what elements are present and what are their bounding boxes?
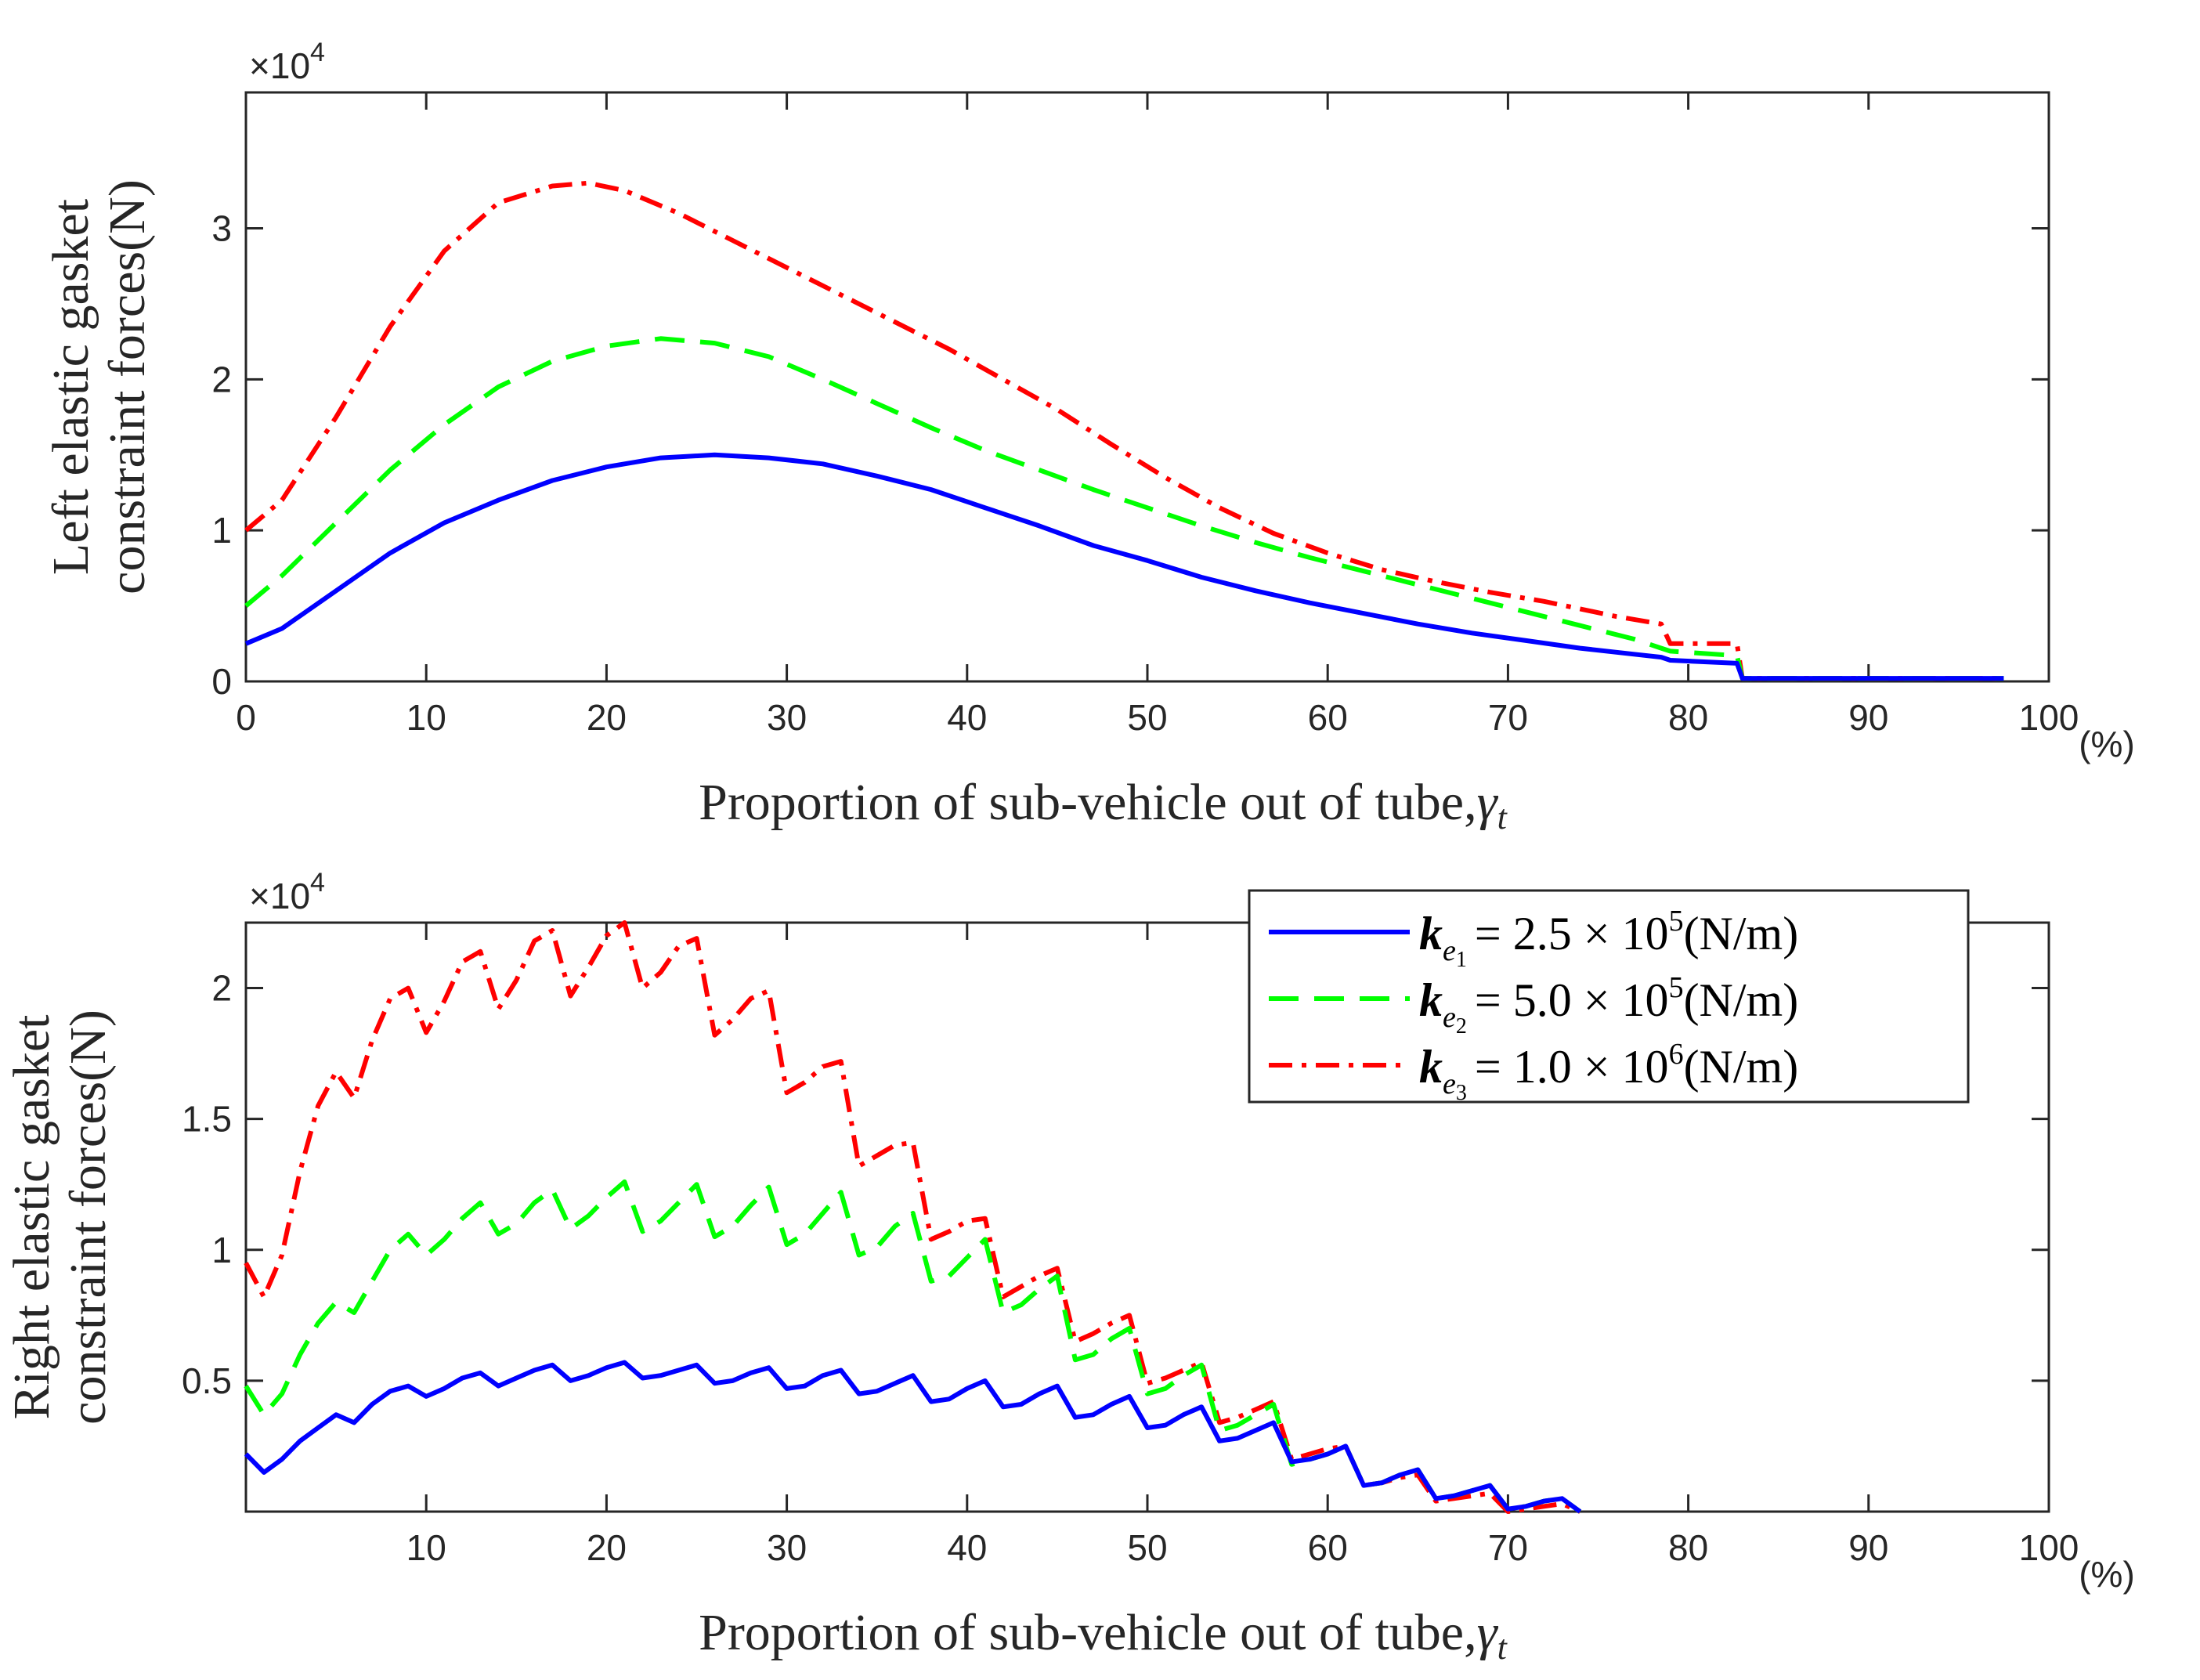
bottom-x-tick-label: 90 — [1848, 1527, 1888, 1568]
legend: ke1= 2.5 × 105(N/m) ke2= 5.0 × 105(N/m) … — [1248, 889, 1970, 1105]
bottom-y-exponent: ×104 — [249, 868, 325, 916]
top-x-ticks: 0 10 20 30 40 50 60 70 80 90 100 — [236, 92, 2079, 738]
bottom-series-lines — [244, 920, 1582, 1514]
bottom-x-ticks: 10 20 30 40 50 60 70 80 90 100 — [406, 923, 2079, 1568]
bottom-series-ke3-line — [244, 920, 1581, 1514]
bottom-y-tick-label: 2 — [211, 968, 232, 1009]
top-y-tick-label: 3 — [211, 208, 232, 249]
bottom-y-axis-title-line1: Right elastic gasket — [3, 1015, 60, 1420]
bottom-x-tick-label: 70 — [1488, 1527, 1528, 1568]
top-x-tick-label: 80 — [1668, 697, 1708, 738]
top-series-lines — [244, 180, 2004, 681]
bottom-panel: 10 20 30 40 50 60 70 80 90 100 0.5 1 1.5 2 ×104 Prop… — [3, 868, 2135, 1667]
top-x-tick-label: 90 — [1848, 697, 1888, 738]
bottom-x-tick-label: 10 — [406, 1527, 446, 1568]
top-y-axis-title-line1: Left elastic gasket — [42, 199, 99, 575]
top-plot-area — [244, 91, 2050, 683]
top-y-ticks: 0 1 2 3 — [211, 208, 2049, 702]
top-y-axis-title-line2: constraint forces(N) — [99, 179, 156, 594]
bottom-y-tick-label: 1 — [211, 1230, 232, 1270]
top-series-ke2-line — [244, 336, 2004, 681]
top-y-tick-label: 0 — [211, 661, 232, 702]
bottom-y-axis-title-line2: constraint forces(N) — [60, 1010, 117, 1425]
top-x-tick-label: 20 — [587, 697, 627, 738]
top-panel: 0 10 20 30 40 50 60 70 80 90 100 0 1 2 3 ×104 Proport… — [42, 38, 2135, 836]
bottom-y-ticks: 0.5 1 1.5 2 — [182, 968, 2049, 1401]
top-x-tick-label: 0 — [236, 697, 256, 738]
top-x-unit: (%) — [2079, 724, 2135, 764]
bottom-x-tick-label: 30 — [767, 1527, 807, 1568]
bottom-y-tick-label: 0.5 — [182, 1360, 232, 1401]
bottom-x-tick-label: 60 — [1308, 1527, 1348, 1568]
bottom-x-tick-label: 40 — [947, 1527, 987, 1568]
bottom-x-tick-label: 80 — [1668, 1527, 1708, 1568]
bottom-x-unit: (%) — [2079, 1554, 2135, 1595]
top-x-tick-label: 40 — [947, 697, 987, 738]
top-x-tick-label: 100 — [2019, 697, 2079, 738]
top-x-tick-label: 60 — [1308, 697, 1348, 738]
top-x-tick-label: 10 — [406, 697, 446, 738]
top-x-tick-label: 70 — [1488, 697, 1528, 738]
top-series-ke1-line — [244, 452, 2004, 681]
bottom-x-axis-title: Proportion of sub-vehicle out of tube,γt — [699, 1604, 1508, 1667]
legend-entry-ke2: ke2= 5.0 × 105(N/m) — [1419, 971, 1798, 1039]
top-y-exponent: ×104 — [249, 38, 325, 86]
top-x-tick-label: 30 — [767, 697, 807, 738]
bottom-x-tick-label: 100 — [2019, 1527, 2079, 1568]
legend-entry-ke1: ke1= 2.5 × 105(N/m) — [1419, 905, 1798, 972]
legend-entry-ke3: ke3= 1.0 × 106(N/m) — [1419, 1038, 1798, 1105]
bottom-x-tick-label: 20 — [587, 1527, 627, 1568]
bottom-series-ke1-line — [244, 1360, 1582, 1514]
top-y-tick-label: 2 — [211, 359, 232, 399]
bottom-y-tick-label: 1.5 — [182, 1099, 232, 1140]
top-series-ke3-line — [244, 180, 2004, 681]
top-x-tick-label: 50 — [1127, 697, 1167, 738]
top-y-tick-label: 1 — [211, 510, 232, 551]
top-x-axis-title: Proportion of sub-vehicle out of tube,γt — [699, 774, 1508, 836]
bottom-x-tick-label: 50 — [1127, 1527, 1167, 1568]
